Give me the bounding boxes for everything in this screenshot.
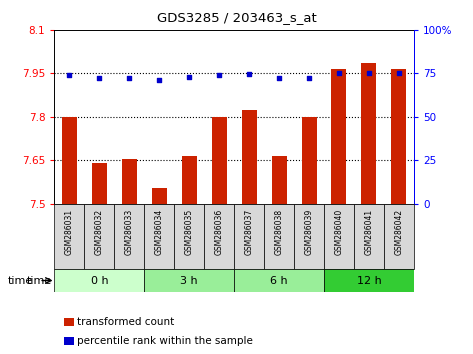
- Text: GSM286035: GSM286035: [184, 209, 194, 255]
- Bar: [234, 204, 264, 269]
- Text: GSM286041: GSM286041: [364, 209, 374, 255]
- Bar: [332, 69, 346, 204]
- Point: [66, 72, 73, 78]
- Point: [245, 72, 253, 77]
- Text: GSM286036: GSM286036: [215, 209, 224, 255]
- Point: [395, 70, 403, 76]
- Text: GSM286034: GSM286034: [155, 209, 164, 255]
- Point: [335, 70, 343, 75]
- Text: transformed count: transformed count: [77, 317, 175, 327]
- Text: percentile rank within the sample: percentile rank within the sample: [77, 336, 253, 346]
- Text: GSM286033: GSM286033: [125, 209, 134, 255]
- Text: GDS3285 / 203463_s_at: GDS3285 / 203463_s_at: [157, 11, 316, 24]
- Text: 3 h: 3 h: [180, 275, 198, 286]
- Point: [365, 70, 373, 75]
- Bar: [84, 204, 114, 269]
- Text: 6 h: 6 h: [270, 275, 288, 286]
- Bar: [324, 269, 414, 292]
- Bar: [384, 204, 414, 269]
- Point: [275, 75, 283, 81]
- Point: [185, 74, 193, 80]
- Bar: [54, 204, 84, 269]
- Bar: [174, 204, 204, 269]
- Bar: [294, 204, 324, 269]
- Text: 12 h: 12 h: [357, 275, 381, 286]
- Text: GSM286040: GSM286040: [334, 209, 343, 255]
- Bar: [391, 69, 406, 204]
- Point: [215, 72, 223, 78]
- Text: GSM286039: GSM286039: [305, 209, 314, 255]
- Bar: [234, 269, 324, 292]
- Bar: [354, 204, 384, 269]
- Bar: [54, 269, 144, 292]
- Bar: [264, 204, 294, 269]
- Point: [96, 75, 103, 81]
- Bar: [62, 117, 77, 204]
- Point: [156, 77, 163, 82]
- Text: time: time: [8, 275, 33, 286]
- Bar: [361, 63, 377, 204]
- Text: GSM286042: GSM286042: [394, 209, 403, 255]
- Bar: [324, 204, 354, 269]
- Bar: [144, 204, 174, 269]
- Text: time: time: [27, 275, 52, 286]
- Bar: [92, 163, 107, 204]
- Bar: [114, 204, 144, 269]
- Text: GSM286032: GSM286032: [95, 209, 104, 255]
- Text: GSM286037: GSM286037: [245, 209, 254, 255]
- Bar: [204, 204, 234, 269]
- Text: GSM286031: GSM286031: [65, 209, 74, 255]
- Bar: [302, 117, 316, 204]
- Bar: [152, 188, 166, 204]
- Text: 0 h: 0 h: [90, 275, 108, 286]
- Bar: [144, 269, 234, 292]
- Point: [305, 75, 313, 81]
- Bar: [122, 159, 137, 204]
- Bar: [242, 110, 256, 204]
- Bar: [182, 156, 197, 204]
- Text: GSM286038: GSM286038: [274, 209, 284, 255]
- Point: [125, 75, 133, 81]
- Bar: [211, 117, 227, 204]
- Bar: [272, 156, 287, 204]
